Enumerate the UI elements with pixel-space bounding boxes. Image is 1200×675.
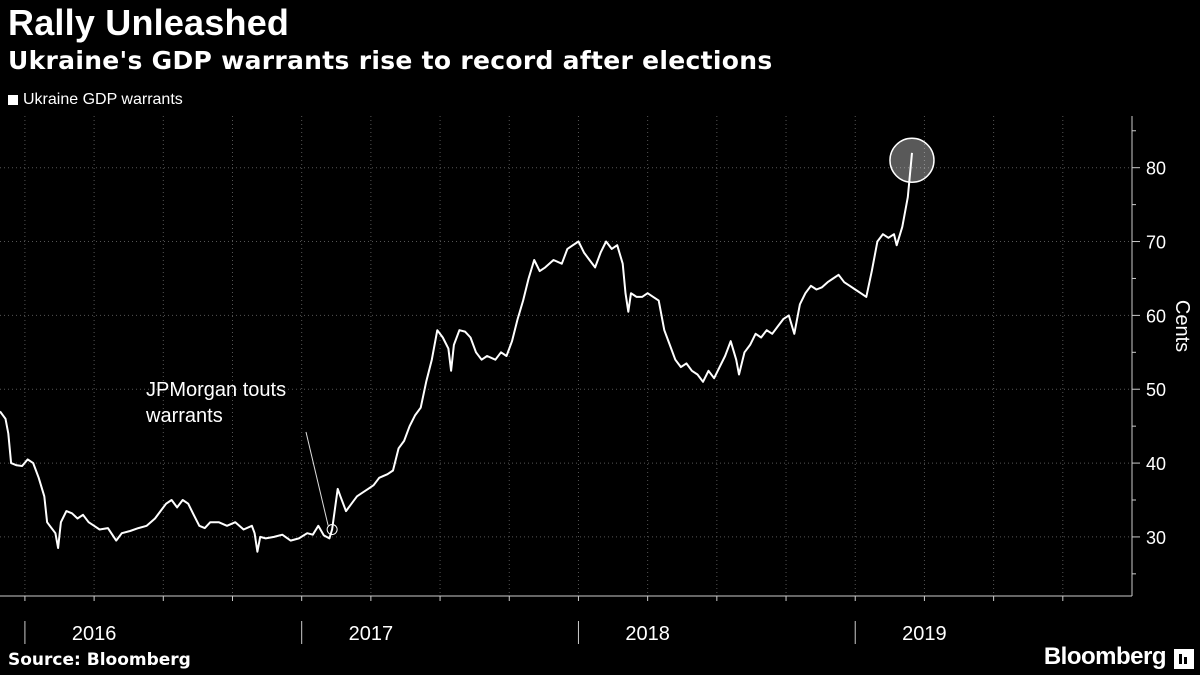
y-axis: 30 40 50 60 70 80 Cents (1131, 116, 1193, 596)
bloomberg-icon (1174, 649, 1194, 669)
annotation-marker-0 (326, 524, 338, 536)
y-tick-label-4: 70 (1146, 233, 1166, 253)
series-line-0 (0, 152, 913, 553)
y-axis-label: Cents (1171, 300, 1193, 352)
source-note: Source: Bloomberg (8, 650, 191, 670)
annotation-layer: JPMorgan touts warrants (145, 137, 935, 536)
x-axis: 2016 2017 2018 2019 (0, 595, 1132, 645)
x-year-label-2018: 2018 (625, 623, 670, 645)
x-year-label-2016: 2016 (72, 623, 117, 645)
legend-swatch (8, 95, 18, 105)
brand-logo-text: Bloomberg (1043, 643, 1167, 670)
x-year-label-2019: 2019 (902, 623, 947, 645)
record-highlight-circle (889, 137, 935, 184)
y-tick-label-5: 80 (1146, 159, 1166, 179)
annotation-text-0-0: JPMorgan touts (146, 379, 286, 401)
annotation-text-0-1: warrants (145, 405, 223, 427)
y-tick-label-1: 40 (1146, 454, 1166, 474)
y-tick-label-3: 60 (1146, 306, 1166, 326)
y-tick-label-2: 50 (1146, 380, 1166, 400)
x-year-label-2017: 2017 (349, 623, 394, 645)
chart-subtitle: Ukraine's GDP warrants rise to record af… (8, 46, 773, 75)
legend: Ukraine GDP warrants (8, 91, 183, 109)
gridlines (0, 116, 1132, 596)
annotation-leader-0 (305, 431, 329, 526)
series-layer (0, 152, 913, 553)
legend-label: Ukraine GDP warrants (23, 91, 183, 108)
y-tick-label-0: 30 (1146, 528, 1166, 548)
chart-title: Rally Unleashed (8, 2, 290, 43)
